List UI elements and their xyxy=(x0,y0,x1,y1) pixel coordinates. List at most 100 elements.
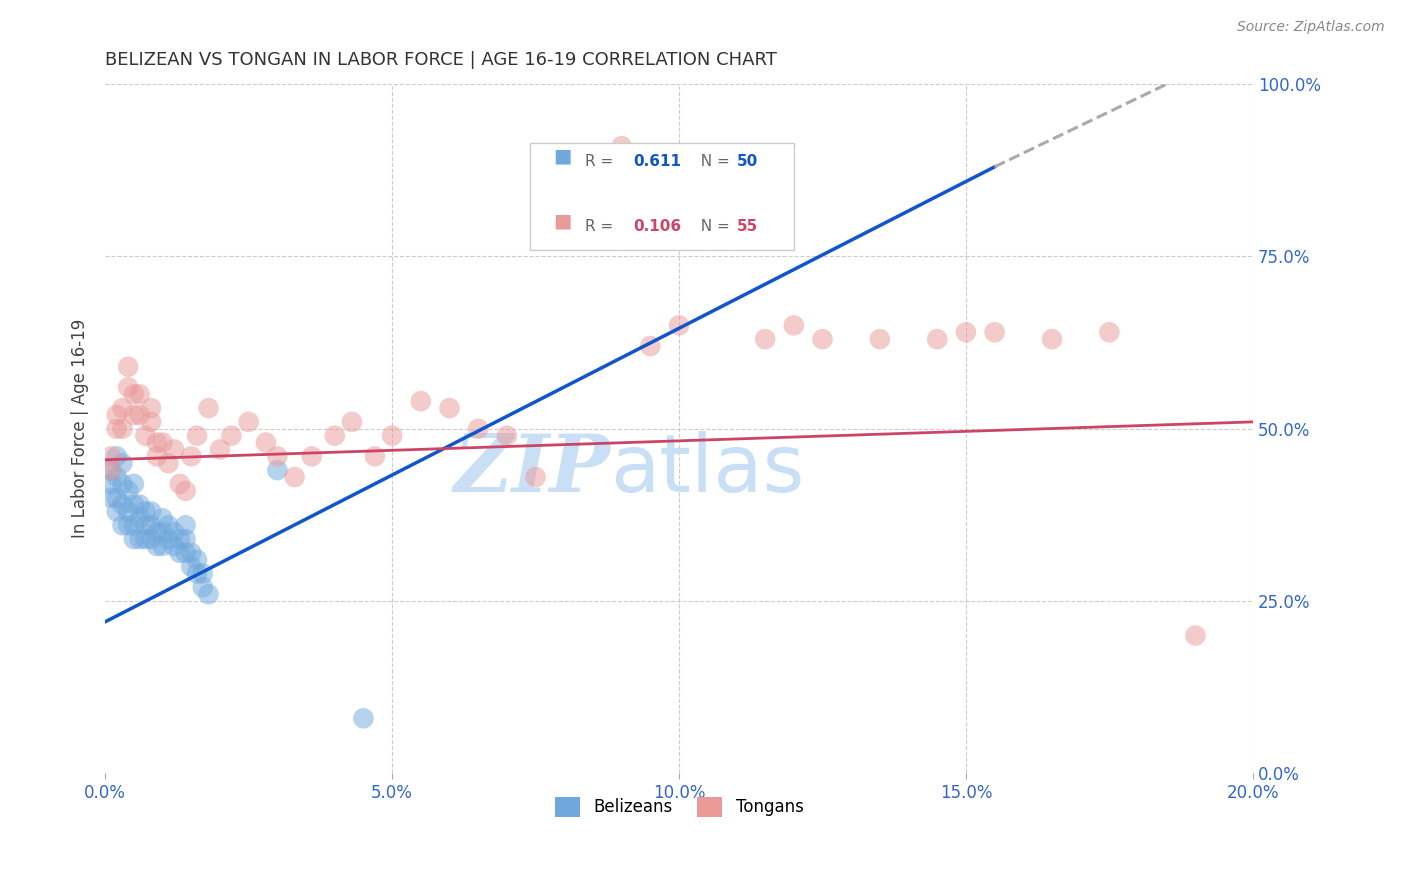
Point xyxy=(191,566,214,581)
Point xyxy=(197,587,219,601)
Point xyxy=(553,173,575,187)
Point xyxy=(157,518,180,533)
Point xyxy=(122,498,145,512)
Point xyxy=(146,450,169,464)
Point xyxy=(266,450,288,464)
Point xyxy=(186,566,208,581)
Point xyxy=(983,326,1005,340)
Point xyxy=(955,326,977,340)
Point xyxy=(111,401,134,416)
Text: 0.611: 0.611 xyxy=(633,154,681,169)
Point xyxy=(111,477,134,491)
Point xyxy=(180,559,202,574)
Point xyxy=(134,504,156,518)
Point xyxy=(139,504,162,518)
Point xyxy=(128,387,150,401)
Point xyxy=(117,518,139,533)
Point xyxy=(323,428,346,442)
Point xyxy=(117,380,139,394)
Point xyxy=(238,415,260,429)
Point xyxy=(174,532,197,546)
Point xyxy=(105,491,128,505)
Point xyxy=(381,428,404,442)
Point xyxy=(340,415,363,429)
Point xyxy=(139,415,162,429)
Point xyxy=(139,401,162,416)
Point xyxy=(169,546,191,560)
Point xyxy=(610,139,633,153)
Point xyxy=(105,408,128,422)
Point xyxy=(157,532,180,546)
Point xyxy=(111,456,134,470)
Text: N =: N = xyxy=(690,154,734,169)
Point xyxy=(221,428,243,442)
Point xyxy=(180,546,202,560)
Point xyxy=(100,463,122,477)
Point xyxy=(524,470,547,484)
Point xyxy=(169,532,191,546)
Text: ■: ■ xyxy=(553,212,571,231)
Point xyxy=(117,504,139,518)
Point xyxy=(146,435,169,450)
Point xyxy=(111,422,134,436)
Point xyxy=(467,422,489,436)
Point xyxy=(157,456,180,470)
Point xyxy=(169,477,191,491)
Point xyxy=(105,504,128,518)
Point xyxy=(117,483,139,498)
Point xyxy=(869,332,891,346)
Point xyxy=(122,518,145,533)
Point xyxy=(139,532,162,546)
Point xyxy=(122,408,145,422)
Point xyxy=(163,442,186,457)
Point xyxy=(100,477,122,491)
Point xyxy=(197,401,219,416)
Point xyxy=(927,332,949,346)
Point xyxy=(754,332,776,346)
Text: N =: N = xyxy=(690,219,734,235)
Text: 0.106: 0.106 xyxy=(633,219,682,235)
Point xyxy=(134,518,156,533)
FancyBboxPatch shape xyxy=(530,143,794,250)
Point xyxy=(111,498,134,512)
Point xyxy=(105,470,128,484)
Point xyxy=(174,483,197,498)
Point xyxy=(266,463,288,477)
Point xyxy=(105,450,128,464)
Text: atlas: atlas xyxy=(610,431,804,509)
Point xyxy=(364,450,387,464)
Point xyxy=(152,539,174,553)
Point xyxy=(105,422,128,436)
Point xyxy=(128,532,150,546)
Text: R =: R = xyxy=(585,154,619,169)
Point xyxy=(180,450,202,464)
Point xyxy=(186,553,208,567)
Point xyxy=(191,580,214,594)
Point xyxy=(146,539,169,553)
Point xyxy=(1098,326,1121,340)
Text: 50: 50 xyxy=(737,154,758,169)
Text: 55: 55 xyxy=(737,219,758,235)
Point xyxy=(146,525,169,540)
Point xyxy=(1040,332,1063,346)
Text: Source: ZipAtlas.com: Source: ZipAtlas.com xyxy=(1237,20,1385,34)
Point xyxy=(128,498,150,512)
Point xyxy=(122,387,145,401)
Point xyxy=(152,511,174,525)
Point xyxy=(100,463,122,477)
Text: BELIZEAN VS TONGAN IN LABOR FORCE | AGE 16-19 CORRELATION CHART: BELIZEAN VS TONGAN IN LABOR FORCE | AGE … xyxy=(105,51,778,69)
Point xyxy=(117,359,139,374)
Point xyxy=(128,511,150,525)
Text: R =: R = xyxy=(585,219,619,235)
Point xyxy=(254,435,277,450)
Point xyxy=(1184,629,1206,643)
Point xyxy=(122,477,145,491)
Point xyxy=(783,318,806,333)
Point xyxy=(301,450,323,464)
Point xyxy=(208,442,231,457)
Point xyxy=(111,518,134,533)
Point xyxy=(284,470,307,484)
Point xyxy=(152,435,174,450)
Point xyxy=(100,491,122,505)
Text: ZIP: ZIP xyxy=(453,432,610,509)
